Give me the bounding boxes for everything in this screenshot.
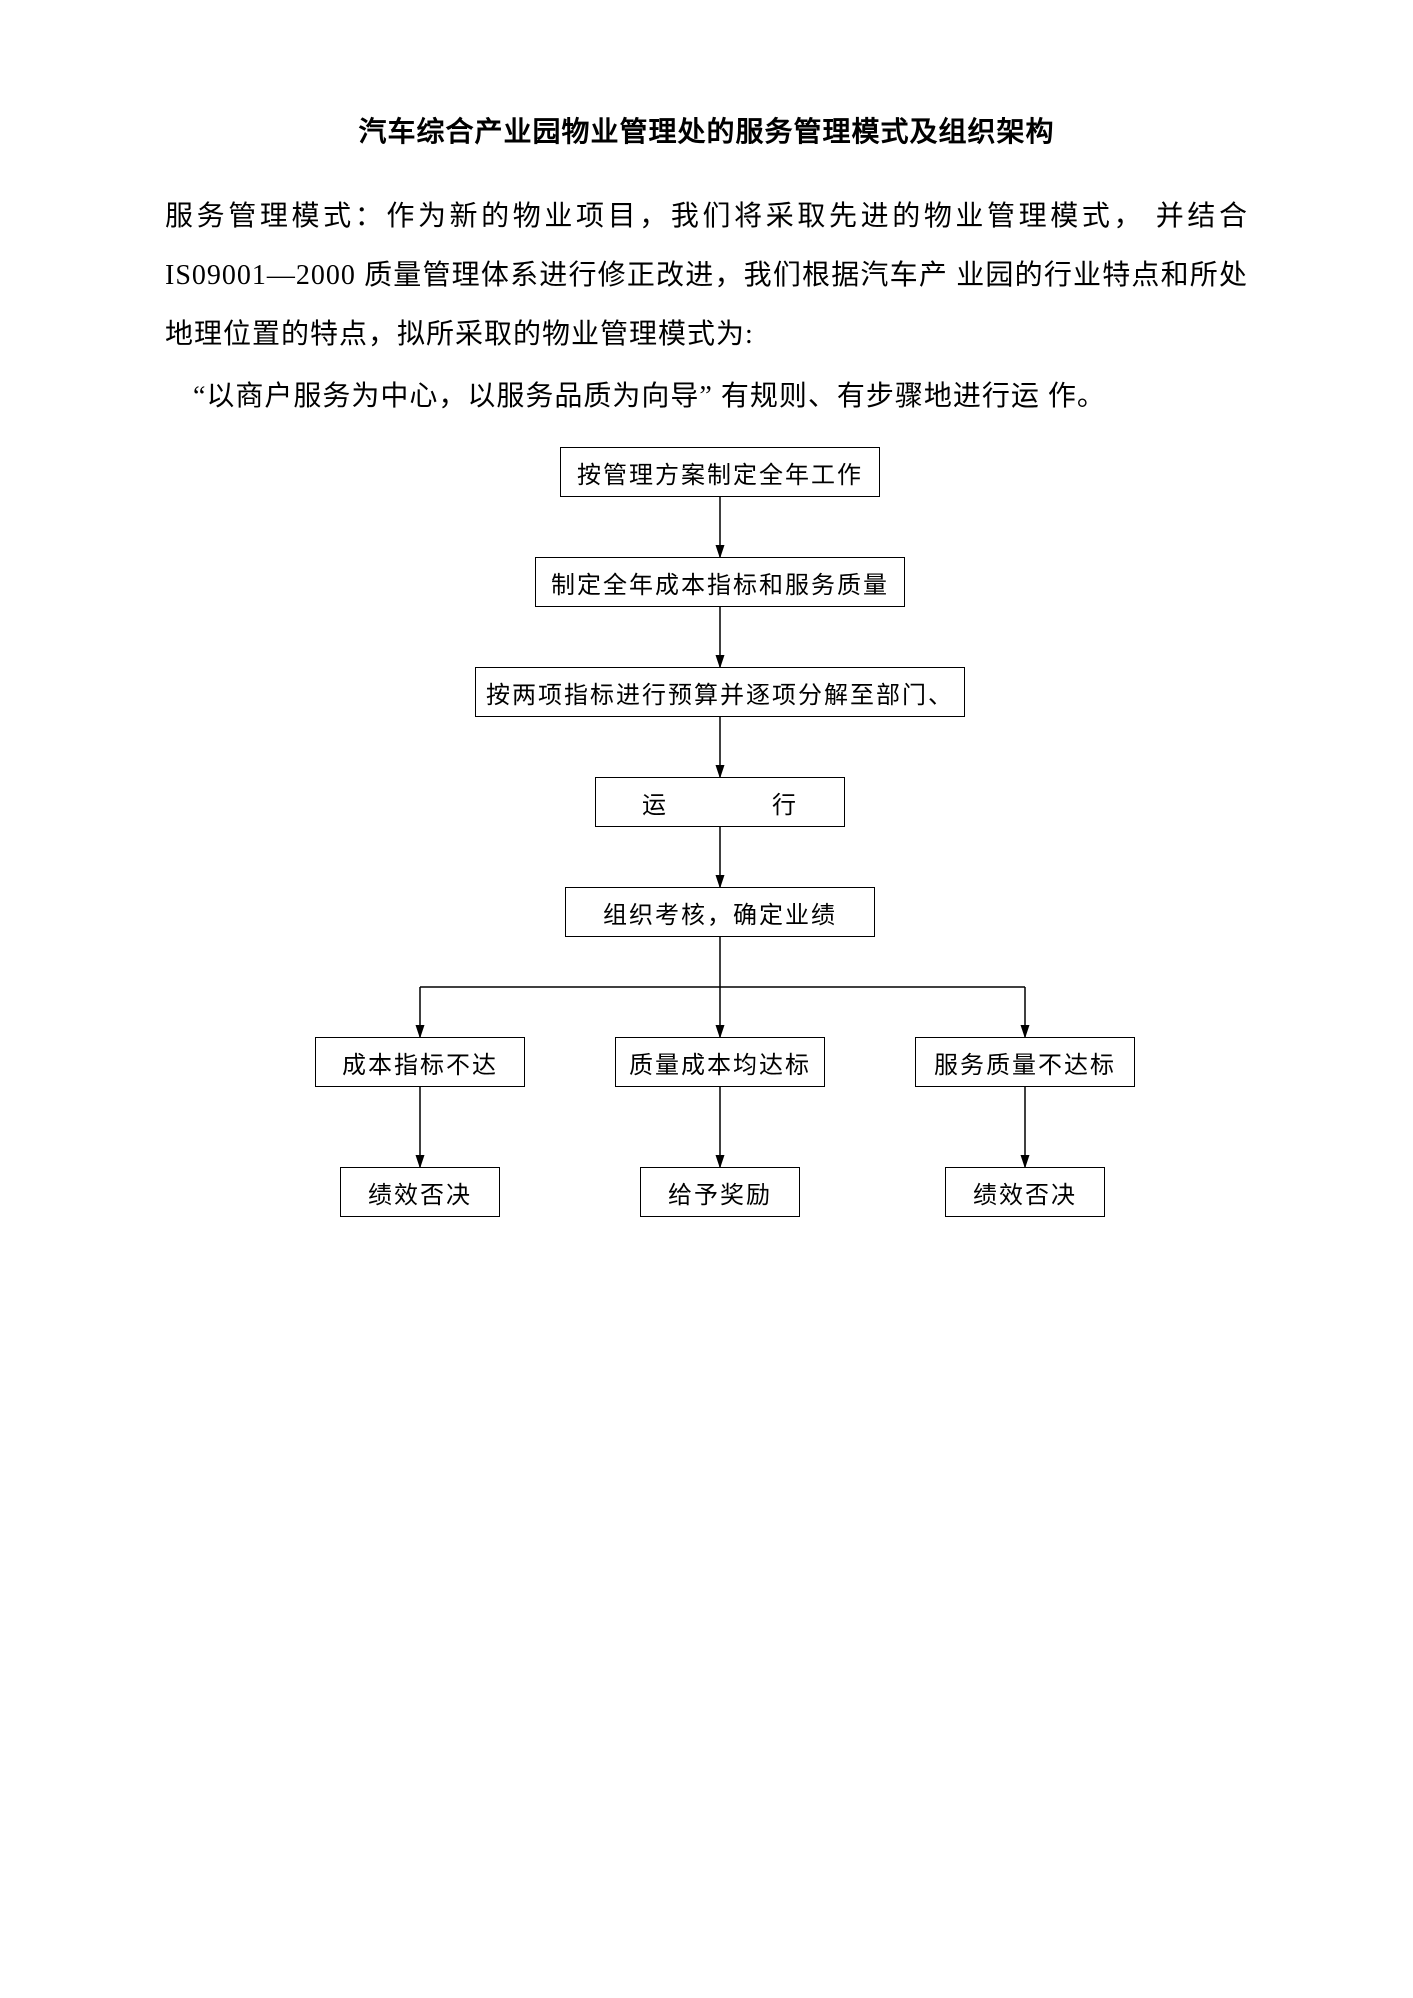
paragraph-1: 服务管理模式：作为新的物业项目，我们将采取先进的物业管理模式， 并结合 IS09… (165, 188, 1248, 364)
flow-node-n8: 服务质量不达标 (915, 1037, 1135, 1087)
document-title: 汽车综合产业园物业管理处的服务管理模式及组织架构 (165, 110, 1248, 150)
flow-node-n5: 组织考核，确定业绩 (565, 887, 875, 937)
flow-node-n11: 绩效否决 (945, 1167, 1105, 1217)
paragraph-2: “以商户服务为中心，以服务品质为向导” 有规则、有步骤地进行运 作。 (165, 368, 1248, 427)
flow-node-n4: 运 行 (595, 777, 845, 827)
flow-node-n9: 绩效否决 (340, 1167, 500, 1217)
flow-node-n6: 成本指标不达 (315, 1037, 525, 1087)
flow-node-n1: 按管理方案制定全年工作 (560, 447, 880, 497)
flow-node-n7: 质量成本均达标 (615, 1037, 825, 1087)
flow-node-n3: 按两项指标进行预算并逐项分解至部门、 (475, 667, 965, 717)
flow-node-n10: 给予奖励 (640, 1167, 800, 1217)
flow-node-n2: 制定全年成本指标和服务质量 (535, 557, 905, 607)
flowchart: 按管理方案制定全年工作制定全年成本指标和服务质量按两项指标进行预算并逐项分解至部… (165, 447, 1248, 1347)
